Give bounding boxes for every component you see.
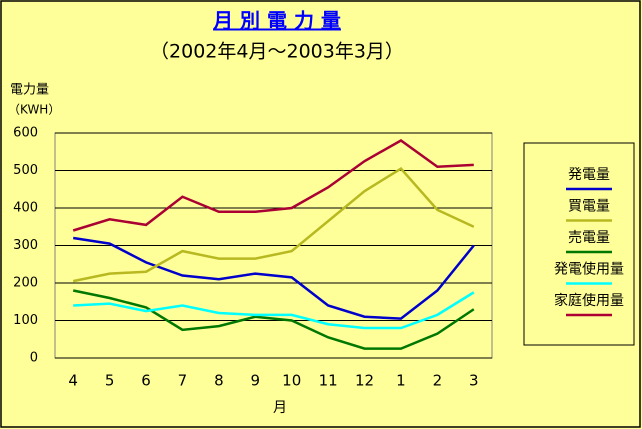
y-tick-label: 600 [13, 126, 38, 141]
series-line [73, 236, 475, 320]
y-tick-label: 0 [30, 351, 38, 366]
y-tick-label: 300 [13, 238, 38, 253]
y-axis-label: 電力量 [10, 83, 49, 98]
series-line [73, 291, 475, 330]
x-tick-label: 2 [433, 372, 443, 390]
legend-label: 売電量 [568, 230, 610, 246]
y-tick-label: 100 [13, 313, 38, 328]
legend-label: 家庭使用量 [554, 292, 624, 309]
y-tick-label: 500 [13, 163, 38, 178]
series-line [72, 289, 475, 350]
x-tick-label: 4 [68, 372, 78, 390]
y-tick-label: 200 [13, 276, 38, 291]
x-tick-label: 10 [282, 372, 301, 390]
legend-label: 発電使用量 [554, 261, 624, 278]
x-tick-label: 3 [469, 372, 479, 390]
legend-label: 発電量 [568, 167, 610, 183]
x-tick-label: 7 [178, 372, 188, 390]
x-tick-label: 1 [396, 372, 406, 390]
chart-title: 月 別 電 力 量 [212, 9, 341, 33]
legend [523, 142, 635, 346]
x-tick-label: 5 [105, 372, 115, 390]
chart-subtitle: （2002年4月～2003年3月） [150, 41, 404, 63]
x-tick-label: 9 [251, 372, 261, 390]
x-tick-label: 8 [214, 372, 224, 390]
x-axis-label: 月 [273, 400, 287, 416]
x-tick-label: 12 [355, 372, 374, 390]
legend-label: 買電量 [568, 199, 610, 215]
series-line [72, 167, 475, 283]
x-tick-label: 6 [141, 372, 151, 390]
x-tick-label: 11 [319, 372, 338, 390]
y-axis-unit: （KWH） [8, 103, 60, 117]
series-line [72, 139, 474, 232]
y-tick-label: 400 [13, 201, 38, 216]
